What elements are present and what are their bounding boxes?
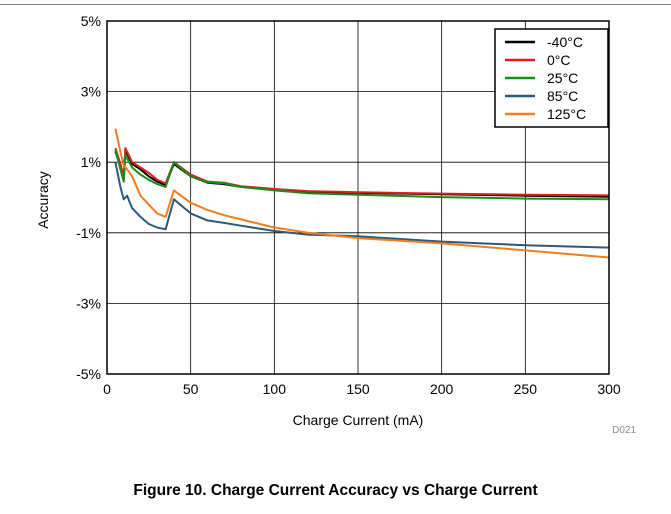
y-tick-label: 3%	[81, 84, 101, 100]
figure-caption: Figure 10. Charge Current Accuracy vs Ch…	[133, 482, 538, 499]
legend-label-4: 125°C	[547, 106, 586, 122]
x-tick-label: 50	[183, 381, 199, 397]
x-tick-label: 150	[346, 381, 370, 397]
legend-label-2: 25°C	[547, 70, 578, 86]
y-tick-labels: 5% 3% 1% -1% -3% -5%	[76, 13, 101, 382]
legend: -40°C 0°C 25°C 85°C 125°C	[494, 28, 609, 128]
line-chart: 5% 3% 1% -1% -3% -5% 0 50 100 150 200 250 300 Charg…	[35, 13, 636, 436]
y-tick-label: 5%	[81, 13, 101, 29]
top-rule	[0, 4, 671, 5]
y-axis-label: Accuracy	[35, 171, 51, 229]
series-line-1	[114, 147, 610, 197]
plot-frame	[106, 20, 610, 375]
legend-label-3: 85°C	[547, 88, 578, 104]
series-lines	[114, 128, 610, 259]
y-tick-label: -1%	[76, 225, 101, 241]
series-line-4	[114, 128, 610, 259]
x-tick-label: 0	[103, 381, 111, 397]
legend-label-0: -40°C	[547, 34, 583, 50]
y-tick-label: -5%	[76, 366, 101, 382]
legend-box	[494, 28, 609, 128]
legend-label-1: 0°C	[547, 52, 571, 68]
x-tick-label: 300	[597, 381, 621, 397]
x-tick-labels: 0 50 100 150 200 250 300	[103, 381, 621, 397]
y-tick-label: -3%	[76, 295, 101, 311]
y-tick-label: 1%	[81, 154, 101, 170]
series-line-3	[114, 162, 610, 249]
series-line-2	[114, 149, 610, 201]
x-tick-label: 100	[263, 381, 287, 397]
x-axis-label: Charge Current (mA)	[293, 412, 424, 428]
figure-code: D021	[612, 425, 636, 436]
x-tick-label: 200	[430, 381, 454, 397]
x-tick-label: 250	[514, 381, 538, 397]
